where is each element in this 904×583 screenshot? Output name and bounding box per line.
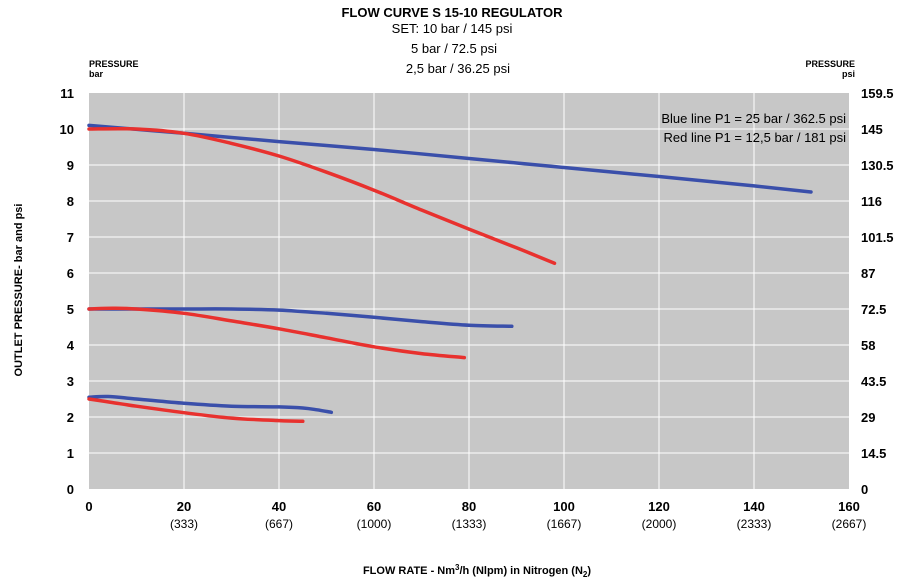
y-tick-left-label: 2 [67, 410, 74, 425]
x-tick-label: 140 [743, 499, 765, 514]
x-tick-secondary-label: (2667) [832, 517, 867, 531]
blue-series-line [87, 394, 334, 415]
x-tick-secondary-label: (1667) [547, 517, 582, 531]
y-tick-right-label: 130.5 [861, 158, 894, 173]
x-tick-secondary-label: (2000) [642, 517, 677, 531]
left-axis-unit: bar [89, 69, 104, 79]
subtitle-line-2: 5 bar / 72.5 psi [411, 41, 497, 56]
right-axis-unit: psi [842, 69, 855, 79]
y-tick-left-label: 8 [67, 194, 74, 209]
subtitle-line-1: SET: 10 bar / 145 psi [392, 21, 513, 36]
subtitle-line-3: 2,5 bar / 36.25 psi [406, 61, 510, 76]
y-ticks-left: 0 1 2 3 4 5 6 7 8 9 10 11 [60, 86, 75, 497]
y-tick-left-label: 5 [67, 302, 74, 317]
y-tick-left-label: 3 [67, 374, 74, 389]
series-lines [87, 123, 813, 424]
y-axis-label: OUTLET PRESSURE- bar and psi [13, 204, 25, 377]
x-tick-label: 120 [648, 499, 670, 514]
red-series-line [87, 306, 467, 360]
y-tick-right-label: 43.5 [861, 374, 886, 389]
red-series-line [87, 397, 305, 424]
x-tick-secondary-label: (667) [265, 517, 293, 531]
x-tick-label: 60 [367, 499, 381, 514]
y-tick-right-label: 58 [861, 338, 875, 353]
blue-series-line [87, 123, 813, 194]
y-tick-right-label: 101.5 [861, 230, 894, 245]
x-tick-secondary-label: (2333) [737, 517, 772, 531]
left-axis-caption: PRESSURE [89, 59, 139, 69]
y-tick-left-label: 11 [60, 86, 74, 101]
grid-lines [89, 93, 849, 489]
blue-series-line [87, 307, 514, 329]
y-tick-right-label: 159.5 [861, 86, 894, 101]
y-tick-right-label: 72.5 [861, 302, 886, 317]
y-tick-left-label: 10 [60, 122, 74, 137]
y-tick-left-label: 7 [67, 230, 74, 245]
x-tick-label: 20 [177, 499, 191, 514]
y-tick-left-label: 1 [67, 446, 74, 461]
y-tick-right-label: 29 [861, 410, 875, 425]
x-ticks: 0 20 (333) 40 (667) 60 (1000) 80 (1333) 100 (1667)… [85, 499, 866, 531]
x-tick-label: 160 [838, 499, 860, 514]
x-tick-label: 0 [85, 499, 92, 514]
y-tick-left-label: 9 [67, 158, 74, 173]
x-axis-label: FLOW RATE - Nm3/h (Nlpm) in Nitrogen (N2… [363, 563, 591, 579]
y-tick-right-label: 0 [861, 482, 868, 497]
x-tick-secondary-label: (1000) [357, 517, 392, 531]
right-axis-caption: PRESSURE [805, 59, 855, 69]
y-ticks-right: 0 14.5 29 43.5 58 72.5 87 101.5 116 130.5 145 159.5 [861, 86, 894, 497]
legend-blue: Blue line P1 = 25 bar / 362.5 psi [661, 111, 846, 126]
x-tick-secondary-label: (1333) [452, 517, 487, 531]
chart-title: FLOW CURVE S 15-10 REGULATOR [341, 5, 563, 20]
x-tick-label: 40 [272, 499, 286, 514]
y-tick-right-label: 116 [861, 194, 882, 209]
x-tick-secondary-label: (333) [170, 517, 198, 531]
y-tick-left-label: 0 [67, 482, 74, 497]
y-tick-left-label: 6 [67, 266, 74, 281]
y-tick-right-label: 87 [861, 266, 875, 281]
x-tick-label: 80 [462, 499, 476, 514]
red-series-line [87, 126, 557, 266]
y-tick-left-label: 4 [67, 338, 75, 353]
y-tick-right-label: 145 [861, 122, 883, 137]
y-tick-right-label: 14.5 [861, 446, 886, 461]
x-tick-label: 100 [553, 499, 575, 514]
legend-red: Red line P1 = 12,5 bar / 181 psi [664, 130, 847, 145]
